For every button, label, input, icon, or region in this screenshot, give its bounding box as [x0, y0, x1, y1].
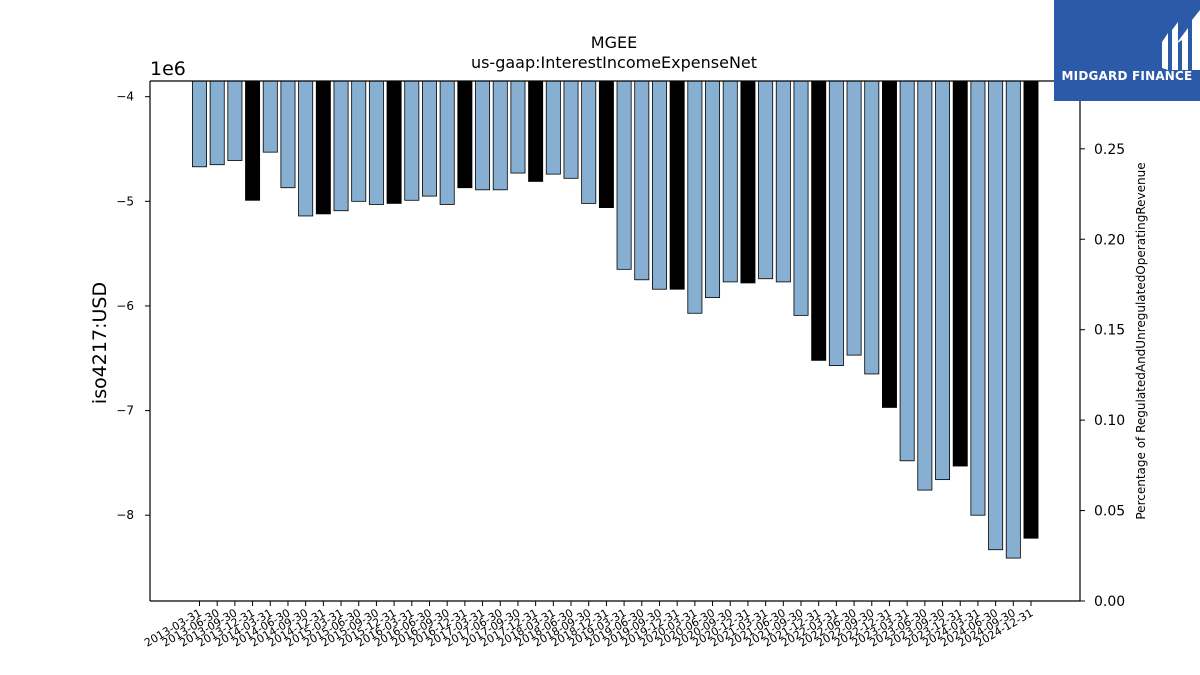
bar-2016-09-30	[439, 80, 455, 205]
bar-2014-03-31	[262, 80, 278, 153]
y2-tick-label: 0.25	[1094, 142, 1125, 158]
midgard-logo-icon	[1162, 10, 1200, 70]
bar-2018-09-30	[581, 80, 597, 204]
bar-2023-03-31	[899, 80, 915, 462]
bar-2024-09-30	[1005, 80, 1021, 559]
bar-2020-06-30	[705, 80, 721, 298]
y2-tick-label: 0.10	[1094, 413, 1125, 429]
bar-2013-06-30	[209, 80, 225, 166]
y2-tick-label: 0.15	[1094, 323, 1125, 339]
bar-2022-12-31	[881, 80, 897, 408]
bar-2020-09-30	[722, 80, 738, 283]
bar-2020-03-31	[687, 80, 703, 314]
bar-2014-12-31	[315, 80, 331, 215]
y-tick-label: −8	[116, 508, 134, 522]
y2-tick-label: 0.00	[1094, 594, 1125, 610]
y-tick-label: −6	[116, 299, 134, 313]
bar-2015-03-31	[333, 80, 349, 212]
logo-text: MIDGARD FINANCE	[1061, 69, 1193, 83]
bar-2017-06-30	[492, 80, 508, 191]
bar-2024-03-31	[970, 80, 986, 516]
y-axis-label: iso4217:USD	[89, 282, 111, 404]
bar-2018-06-30	[563, 80, 579, 179]
y2-tick-label: 0.05	[1094, 504, 1125, 520]
bar-2019-09-30	[652, 80, 667, 290]
bar-2014-09-30	[298, 80, 314, 217]
y-tick-label: −7	[116, 404, 134, 418]
midgard-finance-logo: MIDGARD FINANCE	[1054, 0, 1200, 101]
bar-2015-12-31	[386, 80, 402, 204]
bar-2013-09-30	[227, 80, 243, 161]
bar-2023-06-30	[917, 80, 933, 491]
bar-2015-09-30	[368, 80, 384, 205]
bar-2016-06-30	[422, 80, 437, 197]
bar-2015-06-30	[351, 80, 367, 202]
bar-2024-06-30	[988, 80, 1004, 551]
bar-2017-03-31	[475, 80, 491, 191]
y2-axis-label: Percentage of RegulatedAndUnregulatedOpe…	[1134, 162, 1148, 519]
bar-2019-06-30	[634, 80, 650, 281]
bar-2016-12-31	[457, 80, 473, 189]
bar-2022-06-30	[846, 80, 862, 356]
bar-2021-12-31	[811, 80, 827, 361]
y-tick-label: −4	[116, 90, 134, 104]
bar-2021-03-31	[758, 80, 774, 280]
bar-2023-09-30	[935, 80, 951, 481]
bar-2016-03-31	[404, 80, 420, 201]
y-offset-label: 1e6	[150, 58, 186, 80]
bar-2018-03-31	[545, 80, 561, 175]
bar-2022-03-31	[828, 80, 844, 366]
bar-2013-12-31	[245, 80, 261, 201]
chart-title: MGEE	[591, 33, 637, 52]
bar-2021-06-30	[775, 80, 791, 283]
y2-tick-label: 0.20	[1094, 232, 1125, 248]
bar-2019-12-31	[669, 80, 685, 290]
bar-2023-12-31	[952, 80, 968, 467]
bar-2021-09-30	[793, 80, 809, 316]
bar-2020-12-31	[740, 80, 756, 284]
y-tick-label: −5	[116, 194, 134, 208]
chart-subtitle: us-gaap:InterestIncomeExpenseNet	[471, 53, 757, 72]
bar-2017-12-31	[528, 80, 544, 182]
bar-2022-09-30	[864, 80, 880, 375]
bar-2018-12-31	[598, 80, 614, 208]
bar-2019-03-31	[616, 80, 632, 270]
bar-2024-12-31	[1023, 80, 1039, 539]
bar-2013-03-31	[192, 80, 207, 168]
bar-2017-09-30	[510, 80, 526, 174]
bar-2014-06-30	[280, 80, 296, 189]
